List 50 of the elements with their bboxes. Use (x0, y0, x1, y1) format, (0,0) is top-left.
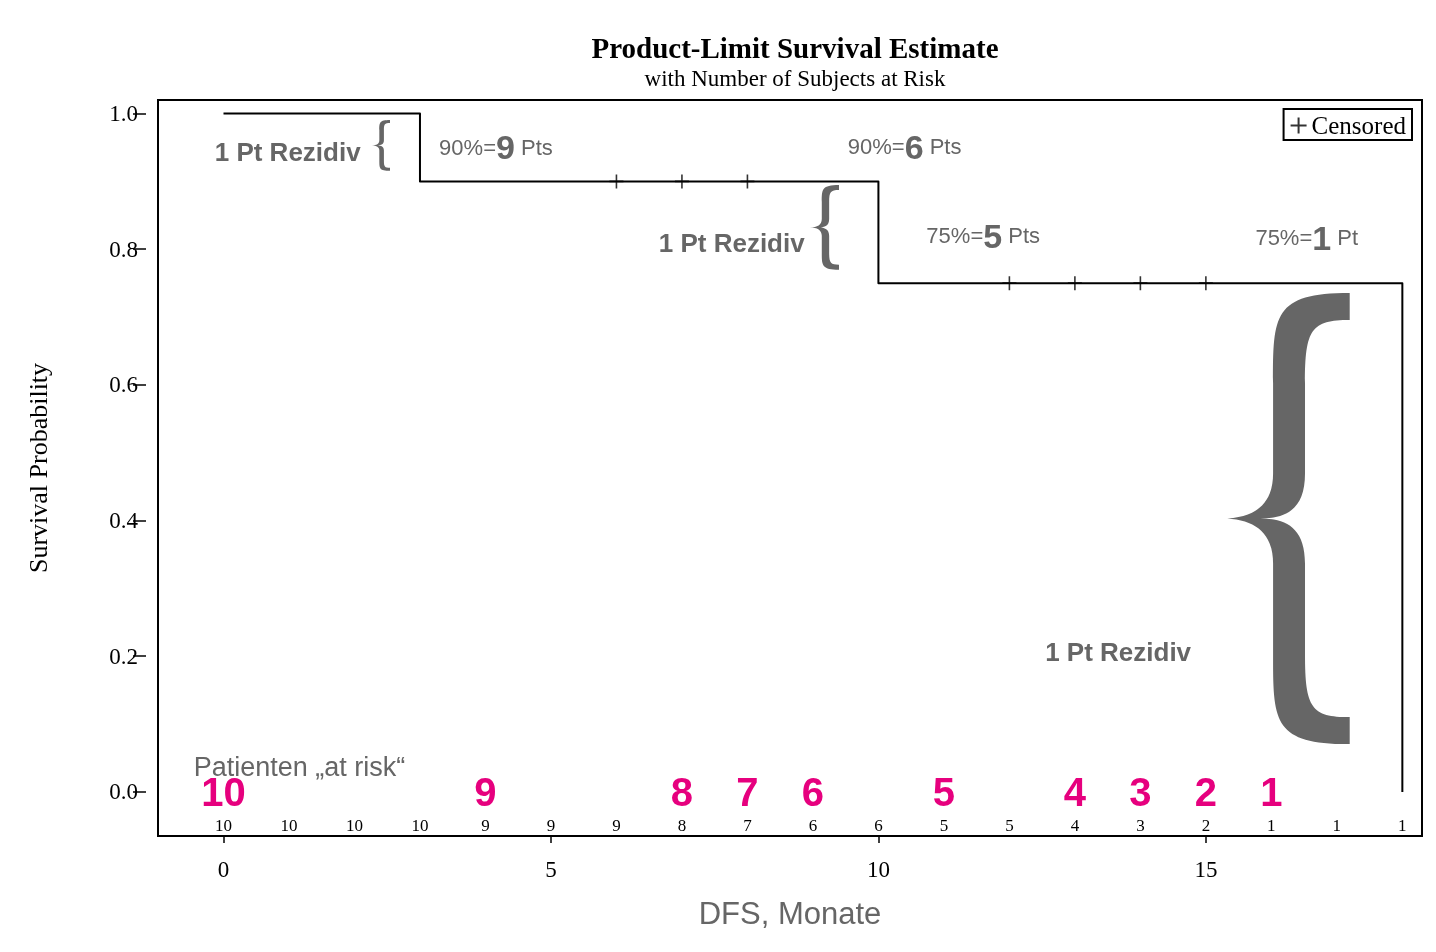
annotation: 10 (214, 815, 232, 835)
y-tick-label: 1.0 (109, 101, 138, 127)
annotation: 8 (677, 815, 687, 835)
annotation: 1 Pt Rezidiv (658, 228, 806, 259)
annotation: 75%=5 Pts (926, 216, 1041, 255)
annotation: 9 (474, 769, 497, 814)
annotation: 3 (1136, 815, 1145, 835)
annotation: 5 (939, 815, 949, 835)
annotation: 8 (670, 769, 694, 814)
annotation: 4 (1070, 815, 1080, 835)
annotation: 1 Pt Rezidiv (214, 137, 362, 168)
y-tick-label: 0.0 (109, 779, 138, 805)
annotation: 1 (1332, 815, 1342, 835)
annotation: 90%=6 Pts (847, 127, 962, 166)
annotation: 6 (801, 769, 825, 814)
annotation: 2 (1201, 815, 1211, 835)
annotation: 1 Pt Rezidiv (1045, 637, 1192, 668)
annotation: 90%=9 Pts (439, 128, 553, 167)
annotation: 6 (808, 815, 818, 835)
chart-subtitle: with Number of Subjects at Risk (644, 66, 946, 91)
chart-title: Product-Limit Survival Estimate (591, 31, 999, 64)
annotation: 10 (411, 815, 429, 835)
annotation: 5 (1005, 815, 1014, 835)
annotation: 9 (546, 815, 556, 835)
x-tick-label: 0 (217, 857, 230, 882)
annotation: 1 (1267, 815, 1276, 835)
y-tick-label: 0.8 (109, 236, 138, 262)
annotation: 10 (345, 815, 363, 835)
x-tick-label: 10 (866, 857, 890, 882)
annotation: 2 (1194, 769, 1217, 814)
annotation: 4 (1063, 769, 1087, 814)
annotation: 1 (1260, 769, 1283, 814)
annotation: 9 (481, 815, 490, 835)
x-axis-title: DFS, Monate (698, 896, 882, 931)
annotation: 5 (932, 769, 956, 814)
annotation: 7 (736, 769, 759, 814)
y-tick-label: 0.6 (109, 372, 138, 398)
x-tick-label: 5 (545, 857, 557, 882)
y-axis-title: Survival Probability (23, 362, 53, 574)
annotation: 10 (280, 815, 298, 835)
annotation: 9 (612, 815, 621, 835)
annotation: 3 (1129, 769, 1152, 814)
annotation: 1 (1398, 815, 1407, 835)
annotation: 75%=1 Pt (1255, 218, 1359, 257)
x-tick-label: 15 (1194, 857, 1218, 882)
annotation: 6 (874, 815, 883, 835)
y-tick-label: 0.2 (109, 643, 138, 669)
annotation: 7 (743, 815, 753, 835)
legend-label: Censored (1311, 112, 1407, 139)
y-tick-label: 0.4 (109, 508, 139, 534)
